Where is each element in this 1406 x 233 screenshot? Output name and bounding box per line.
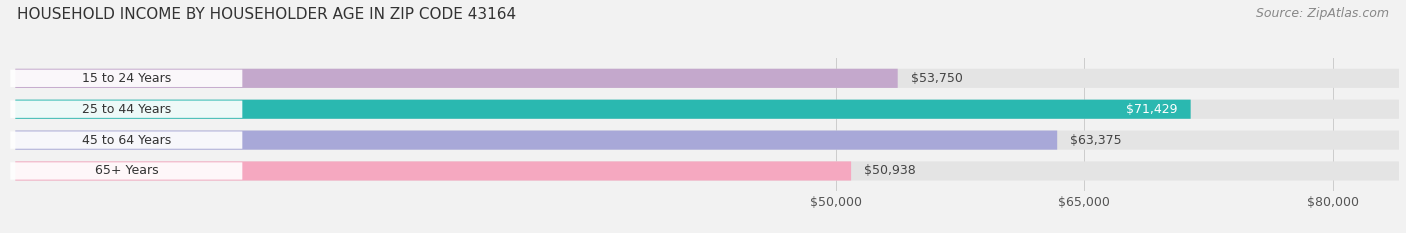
Text: 25 to 44 Years: 25 to 44 Years: [82, 103, 172, 116]
Text: $63,375: $63,375: [1070, 134, 1122, 147]
Text: $53,750: $53,750: [911, 72, 963, 85]
FancyBboxPatch shape: [15, 161, 1399, 181]
Text: HOUSEHOLD INCOME BY HOUSEHOLDER AGE IN ZIP CODE 43164: HOUSEHOLD INCOME BY HOUSEHOLDER AGE IN Z…: [17, 7, 516, 22]
Text: $50,938: $50,938: [865, 164, 917, 178]
FancyBboxPatch shape: [15, 130, 1399, 150]
FancyBboxPatch shape: [15, 100, 1191, 119]
FancyBboxPatch shape: [15, 100, 1399, 119]
Text: 45 to 64 Years: 45 to 64 Years: [82, 134, 172, 147]
FancyBboxPatch shape: [15, 69, 1399, 88]
FancyBboxPatch shape: [15, 69, 897, 88]
FancyBboxPatch shape: [10, 162, 242, 180]
Text: 65+ Years: 65+ Years: [94, 164, 157, 178]
FancyBboxPatch shape: [15, 130, 1057, 150]
FancyBboxPatch shape: [10, 70, 242, 87]
FancyBboxPatch shape: [15, 161, 851, 181]
FancyBboxPatch shape: [10, 131, 242, 149]
Text: Source: ZipAtlas.com: Source: ZipAtlas.com: [1256, 7, 1389, 20]
Text: $71,429: $71,429: [1126, 103, 1177, 116]
Text: 15 to 24 Years: 15 to 24 Years: [82, 72, 172, 85]
FancyBboxPatch shape: [10, 101, 242, 118]
